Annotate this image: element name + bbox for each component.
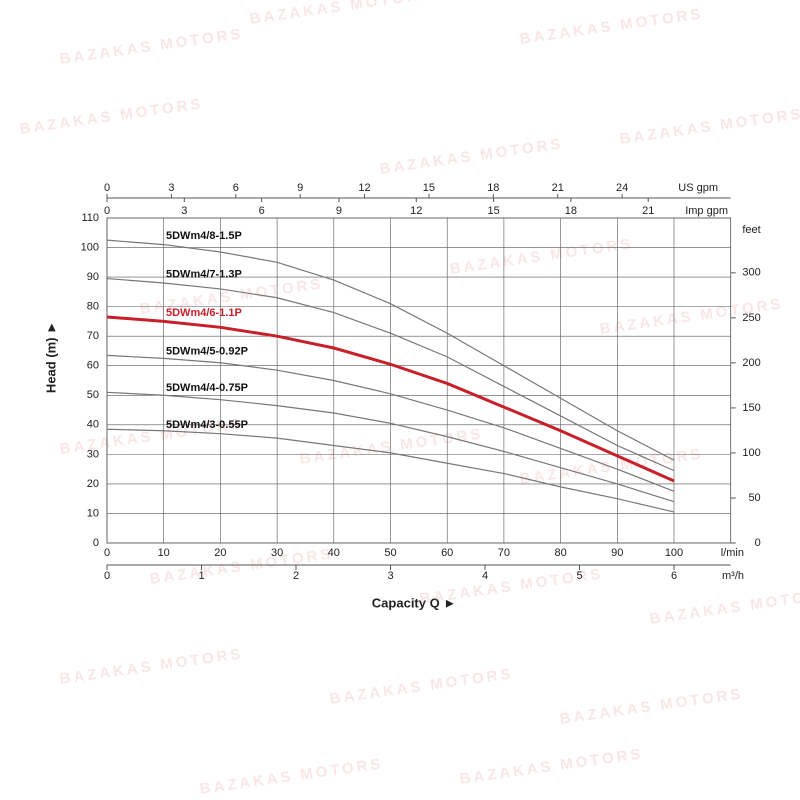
- x2-tick-label: 4: [482, 570, 488, 582]
- x3-tick-label: 12: [358, 182, 370, 194]
- x-tick-label: 100: [665, 547, 683, 559]
- y-axis-title: Head (m) ►: [43, 321, 58, 393]
- x-tick-label: 30: [271, 547, 283, 559]
- x4-tick-label: 6: [259, 205, 265, 217]
- x2-unit: m³/h: [722, 570, 744, 582]
- watermark: BAZAKAS MOTORS: [379, 135, 565, 178]
- series-label: 5DWm4/5-0.92P: [166, 345, 248, 357]
- y-tick-label: 60: [87, 360, 99, 372]
- watermark: BAZAKAS MOTORS: [199, 755, 385, 798]
- x2-tick-label: 5: [576, 570, 582, 582]
- x3-tick-label: 0: [104, 182, 110, 194]
- x4-unit: Imp gpm: [685, 205, 728, 217]
- series-line: [106, 315, 675, 483]
- y2-tick-label: 200: [742, 357, 760, 369]
- x3-tick-label: 6: [233, 182, 239, 194]
- watermark: BAZAKAS MOTORS: [459, 745, 645, 788]
- watermark: BAZAKAS MOTORS: [19, 95, 205, 138]
- x2-tick-label: 0: [104, 570, 110, 582]
- x4-tick-label: 3: [181, 205, 187, 217]
- series-label: 5DWm4/7-1.3P: [166, 268, 242, 280]
- watermark: BAZAKAS MOTORS: [249, 0, 435, 28]
- x-tick-label: 70: [498, 547, 510, 559]
- x3-tick-label: 15: [423, 182, 435, 194]
- watermark: BAZAKAS MOTORS: [449, 235, 635, 278]
- y2-tick-label: 250: [742, 312, 760, 324]
- y2-tick-label: 50: [748, 492, 760, 504]
- x-tick-label: 50: [384, 547, 396, 559]
- x4-tick-label: 9: [336, 205, 342, 217]
- x3-tick-label: 9: [297, 182, 303, 194]
- series-line: [106, 428, 675, 513]
- y2-unit: feet: [742, 224, 760, 236]
- plot-frame: [106, 217, 732, 544]
- y-tick-label: 80: [87, 301, 99, 313]
- y-tick-label: 0: [93, 537, 99, 549]
- x3-tick-label: 24: [616, 182, 628, 194]
- x-tick-label: 60: [441, 547, 453, 559]
- x-tick-label: 90: [611, 547, 623, 559]
- y-tick-label: 70: [87, 330, 99, 342]
- x3-tick-label: 21: [552, 182, 564, 194]
- x-unit: l/min: [721, 547, 744, 559]
- x2-tick-label: 6: [671, 570, 677, 582]
- y-tick-label: 100: [81, 241, 99, 253]
- series-label: 5DWm4/6-1.1P: [166, 307, 242, 319]
- x4-tick-label: 21: [642, 205, 654, 217]
- x2-tick-label: 1: [198, 570, 204, 582]
- watermark: BAZAKAS MOTORS: [559, 685, 745, 728]
- y2-tick-label: 150: [742, 402, 760, 414]
- y-tick-label: 10: [87, 507, 99, 519]
- x3-tick-label: 18: [487, 182, 499, 194]
- y2-tick-label: 100: [742, 447, 760, 459]
- series-line: [106, 277, 675, 472]
- x-tick-label: 40: [328, 547, 340, 559]
- y-tick-label: 30: [87, 448, 99, 460]
- y-tick-label: 20: [87, 478, 99, 490]
- x-tick-label: 20: [214, 547, 226, 559]
- series-line: [106, 354, 675, 492]
- x4-tick-label: 0: [104, 205, 110, 217]
- y-tick-label: 90: [87, 271, 99, 283]
- watermark: BAZAKAS MOTORS: [59, 25, 245, 68]
- x-axis-title: Capacity Q ►: [372, 595, 456, 610]
- watermark: BAZAKAS MOTORS: [329, 665, 515, 708]
- x3-tick-label: 3: [168, 182, 174, 194]
- y2-tick-label: 300: [742, 267, 760, 279]
- x3-unit: US gpm: [678, 182, 718, 194]
- x-tick-label: 0: [104, 547, 110, 559]
- series-label: 5DWm4/8-1.5P: [166, 230, 242, 242]
- watermark: BAZAKAS MOTORS: [649, 585, 800, 628]
- x2-tick-label: 2: [293, 570, 299, 582]
- y-tick-label: 50: [87, 389, 99, 401]
- x4-tick-label: 18: [565, 205, 577, 217]
- series-line: [106, 391, 675, 503]
- y-tick-label: 40: [87, 419, 99, 431]
- watermark: BAZAKAS MOTORS: [519, 5, 705, 48]
- series-label: 5DWm4/3-0.55P: [166, 419, 248, 431]
- series-line: [106, 239, 675, 461]
- watermark: BAZAKAS MOTORS: [299, 425, 485, 468]
- watermark: BAZAKAS MOTORS: [149, 545, 335, 588]
- y2-tick-label: 0: [755, 537, 761, 549]
- x4-tick-label: 15: [487, 205, 499, 217]
- series-label: 5DWm4/4-0.75P: [166, 382, 248, 394]
- x4-tick-label: 12: [410, 205, 422, 217]
- x2-tick-label: 3: [387, 570, 393, 582]
- watermark: BAZAKAS MOTORS: [59, 645, 245, 688]
- x-tick-label: 80: [554, 547, 566, 559]
- x-tick-label: 10: [158, 547, 170, 559]
- y-tick-label: 110: [81, 212, 99, 224]
- watermark: BAZAKAS MOTORS: [619, 105, 800, 148]
